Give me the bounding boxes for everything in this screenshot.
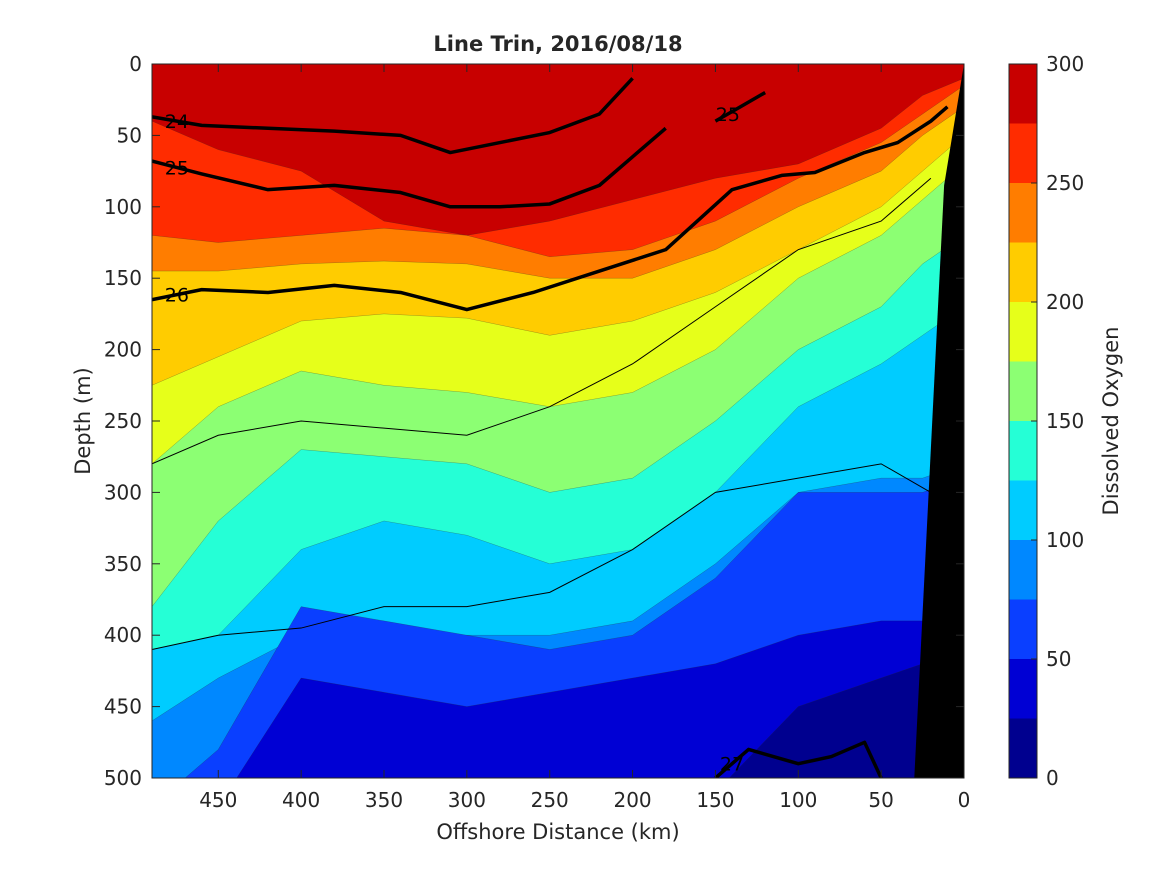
colorbar-label: Dissolved Oxygen bbox=[1099, 327, 1123, 516]
colorbar-tick-label: 100 bbox=[1046, 528, 1084, 552]
y-axis-label: Depth (m) bbox=[71, 367, 95, 474]
colorbar-swatch bbox=[1009, 480, 1037, 540]
y-tick-label: 300 bbox=[104, 480, 142, 504]
y-tick-label: 450 bbox=[104, 695, 142, 719]
colorbar-swatch bbox=[1009, 659, 1037, 719]
density-contour-layer: 24 25 25 26 27 bbox=[152, 77, 949, 778]
contour-label-25: 25 bbox=[716, 104, 740, 126]
x-tick-label: 300 bbox=[448, 788, 486, 812]
y-tick-label: 150 bbox=[104, 266, 142, 290]
density-contour-25-1 bbox=[152, 126, 667, 209]
y-tick-label: 500 bbox=[104, 766, 142, 790]
colorbar-swatch bbox=[1009, 302, 1037, 362]
y-tick-label: 250 bbox=[104, 409, 142, 433]
colorbar-tick-label: 50 bbox=[1046, 647, 1071, 671]
oxygen-band-25 bbox=[728, 663, 964, 778]
colorbar-swatch bbox=[1009, 123, 1037, 183]
colorbar-swatch bbox=[1009, 361, 1037, 421]
y-tick-label: 350 bbox=[104, 552, 142, 576]
colorbar-ticks: 0 50 100 150 200 250 300 bbox=[1031, 52, 1084, 790]
density-contour-26-3 bbox=[152, 105, 949, 312]
colorbar-swatch bbox=[1009, 64, 1037, 124]
chart-title: Line Trin, 2016/08/18 bbox=[433, 32, 682, 56]
thin-contour-0 bbox=[152, 177, 932, 465]
x-tick-label: 50 bbox=[868, 788, 893, 812]
x-tick-label: 350 bbox=[365, 788, 403, 812]
x-axis-ticks: 450 400 350 300 250 200 150 100 50 0 bbox=[199, 64, 970, 812]
x-tick-label: 250 bbox=[531, 788, 569, 812]
colorbar-swatch bbox=[1009, 183, 1037, 243]
x-tick-label: 400 bbox=[282, 788, 320, 812]
colorbar-tick-label: 250 bbox=[1046, 171, 1084, 195]
density-contour-25-2 bbox=[714, 91, 767, 123]
oxygen-fill-layer bbox=[152, 64, 964, 778]
y-tick-label: 400 bbox=[104, 623, 142, 647]
colorbar-tick-label: 200 bbox=[1046, 290, 1084, 314]
colorbar-swatch bbox=[1009, 242, 1037, 302]
contour-label-27: 27 bbox=[720, 754, 744, 776]
plot-area: 24 25 25 26 27 bbox=[152, 64, 964, 778]
y-tick-label: 50 bbox=[117, 123, 142, 147]
thin-contour-1 bbox=[152, 463, 932, 650]
density-contour-27-4 bbox=[714, 740, 883, 778]
contour-label-24: 24 bbox=[165, 111, 189, 133]
contour-label-25: 25 bbox=[165, 158, 189, 180]
colorbar-tick-label: 0 bbox=[1046, 766, 1059, 790]
colorbar-swatch bbox=[1009, 421, 1037, 481]
colorbar-swatch bbox=[1009, 599, 1037, 659]
contour-label-26: 26 bbox=[165, 285, 189, 307]
y-tick-label: 200 bbox=[104, 338, 142, 362]
x-tick-label: 150 bbox=[696, 788, 734, 812]
density-contour-24-0 bbox=[152, 77, 634, 155]
x-tick-label: 0 bbox=[958, 788, 971, 812]
y-tick-label: 0 bbox=[129, 52, 142, 76]
colorbar-tick-label: 300 bbox=[1046, 52, 1084, 76]
colorbar-swatch bbox=[1009, 718, 1037, 778]
x-axis-label: Offshore Distance (km) bbox=[436, 820, 679, 844]
colorbar-swatch bbox=[1009, 540, 1037, 600]
x-tick-label: 200 bbox=[613, 788, 651, 812]
colorbar-tick-label: 150 bbox=[1046, 409, 1084, 433]
x-tick-label: 100 bbox=[779, 788, 817, 812]
bathymetry-mask bbox=[914, 64, 964, 778]
x-tick-label: 450 bbox=[199, 788, 237, 812]
colorbar bbox=[1009, 64, 1037, 778]
y-tick-label: 100 bbox=[104, 195, 142, 219]
y-axis-ticks: 0 50 100 150 200 250 300 350 400 450 500 bbox=[104, 52, 964, 790]
